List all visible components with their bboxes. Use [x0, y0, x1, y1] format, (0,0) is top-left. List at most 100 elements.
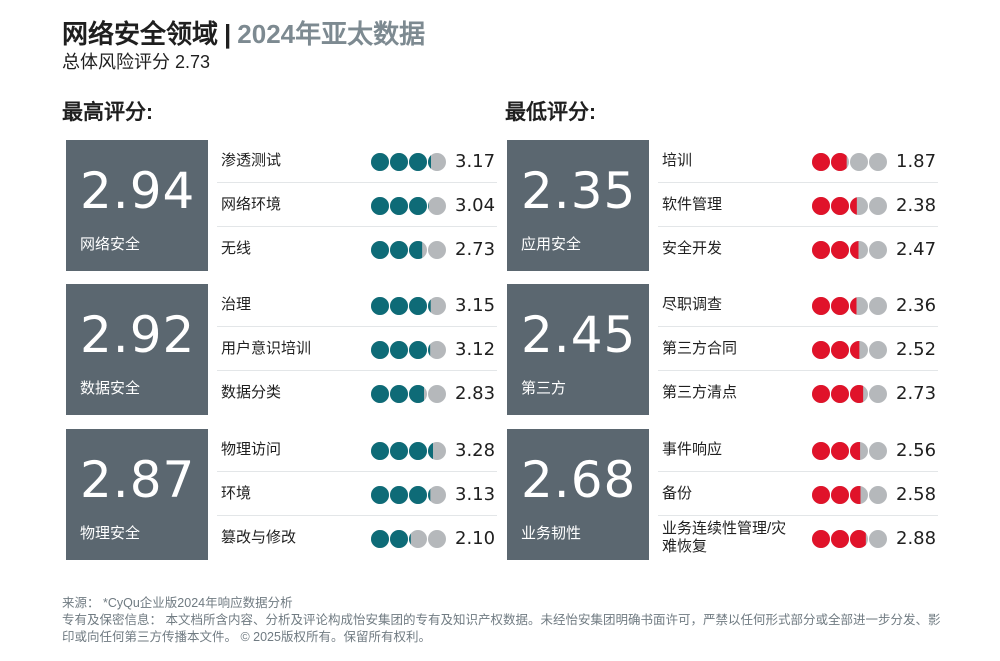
rating-dot-empty	[428, 297, 446, 315]
rating-dot-filled	[850, 241, 859, 259]
rating-dot-empty	[869, 241, 887, 259]
rating-dots	[812, 385, 887, 403]
category-score-box: 2.68 业务韧性	[507, 429, 649, 560]
rating-dot-filled	[428, 202, 429, 210]
metric-value: 3.12	[455, 339, 496, 360]
rating-dot-filled	[850, 297, 857, 315]
rating-dots	[371, 385, 446, 403]
rating-dots	[812, 530, 887, 548]
rating-dot-empty	[428, 486, 446, 504]
footer-source: 来源： *CyQu企业版2024年响应数据分析	[62, 596, 293, 610]
category-score-box: 2.87 物理安全	[66, 429, 208, 560]
metric-rating	[811, 196, 891, 216]
metric-label: 培训	[662, 152, 693, 169]
metric-label: 备份	[662, 485, 693, 502]
metric-label: 篡改与修改	[221, 529, 297, 546]
overall-score-subtitle: 总体风险评分 2.73	[62, 52, 211, 72]
metric-rating	[811, 340, 891, 360]
metric-label: 治理	[221, 296, 252, 313]
rating-dot-filled	[428, 299, 431, 313]
metric-row: 培训 1.87	[658, 140, 938, 183]
rating-dot-filled	[409, 241, 423, 259]
metric-row: 无线 2.73	[217, 228, 497, 271]
rating-dots	[812, 341, 887, 359]
metric-rating	[370, 340, 450, 360]
metric-rating	[370, 384, 450, 404]
rating-dot-filled	[409, 297, 427, 315]
rating-dot-filled	[371, 530, 389, 548]
metric-row: 用户意识培训 3.12	[217, 328, 497, 371]
rating-dot-filled	[812, 297, 830, 315]
metric-value: 2.36	[896, 295, 937, 316]
rating-dot-filled	[831, 153, 847, 171]
metric-label: 网络环境	[221, 196, 282, 213]
page-title: 网络安全领域 | 2024年亚太数据	[62, 14, 425, 51]
metric-row: 篡改与修改 2.10	[217, 517, 497, 560]
metric-row: 软件管理 2.38	[658, 184, 938, 227]
rating-dot-filled	[428, 344, 431, 356]
rating-dot-filled	[390, 442, 408, 460]
metric-label: 第三方合同	[662, 340, 738, 357]
rating-dots	[371, 486, 446, 504]
metric-value: 2.38	[896, 195, 937, 216]
rating-dot-filled	[812, 153, 830, 171]
rating-dot-empty	[428, 197, 446, 215]
rating-dot-filled	[390, 197, 408, 215]
category-label: 物理安全	[80, 525, 141, 542]
rating-dot-filled	[390, 341, 408, 359]
category-score-box: 2.45 第三方	[507, 284, 649, 415]
rating-dot-empty	[850, 153, 868, 171]
rating-dots	[371, 241, 446, 259]
metric-value: 2.88	[896, 528, 937, 549]
rating-dot-filled	[831, 297, 849, 315]
rating-dot-filled	[831, 197, 849, 215]
metric-rating	[370, 152, 450, 172]
metric-value: 1.87	[896, 151, 937, 172]
rating-dots	[371, 153, 446, 171]
rating-dots	[812, 442, 887, 460]
score-group: 2.92 数据安全 治理 3.15 用户意识培训 3.12 数据分类 2.83	[66, 284, 497, 415]
rating-dot-filled	[812, 385, 830, 403]
category-label: 业务韧性	[521, 525, 582, 542]
footer: 来源： *CyQu企业版2024年响应数据分析 专有及保密信息： 本文档所含内容…	[62, 595, 947, 646]
metric-value: 2.52	[896, 339, 937, 360]
rating-dot-filled	[390, 241, 408, 259]
metric-value: 3.17	[455, 151, 496, 172]
rating-dot-empty	[428, 530, 446, 548]
metric-rating	[370, 441, 450, 461]
metric-row: 尽职调查 2.36	[658, 284, 938, 327]
rating-dots	[812, 486, 887, 504]
metric-row: 业务连续性管理/灾难恢复 2.88	[658, 517, 938, 560]
rating-dot-filled	[390, 385, 408, 403]
rating-dot-filled	[409, 197, 427, 215]
rating-dot-filled	[850, 197, 857, 215]
metric-row: 事件响应 2.56	[658, 429, 938, 472]
metric-rating	[811, 384, 891, 404]
rating-dot-filled	[831, 486, 849, 504]
metric-label: 数据分类	[221, 384, 282, 401]
category-label: 应用安全	[521, 236, 582, 253]
metric-label: 用户意识培训	[221, 340, 312, 357]
rating-dot-filled	[850, 486, 861, 504]
metric-rating	[811, 152, 891, 172]
rating-dots	[371, 197, 446, 215]
rating-dot-filled	[812, 341, 830, 359]
metric-label: 业务连续性管理/灾难恢复	[662, 520, 787, 555]
metric-label: 事件响应	[662, 441, 723, 458]
metric-value: 2.73	[896, 383, 937, 404]
score-group: 2.87 物理安全 物理访问 3.28 环境 3.13 篡改与修改 2.10	[66, 429, 497, 560]
rating-dot-filled	[812, 442, 830, 460]
rating-dots	[371, 341, 446, 359]
metric-value: 2.73	[455, 239, 496, 260]
rating-dot-filled	[409, 385, 424, 403]
metric-rating	[811, 441, 891, 461]
rating-dot-filled	[409, 341, 427, 359]
title-main: 网络安全领域	[62, 19, 219, 49]
score-group: 2.68 业务韧性 事件响应 2.56 备份 2.58 业务连续性管理/灾难恢复 2.88	[507, 429, 938, 560]
rating-dot-filled	[850, 530, 866, 548]
metric-rating	[370, 296, 450, 316]
score-group: 2.94 网络安全 渗透测试 3.17 网络环境 3.04 无线 2.73	[66, 140, 497, 271]
metric-row: 治理 3.15	[217, 284, 497, 327]
rating-dot-empty	[428, 341, 446, 359]
metric-rating	[811, 240, 891, 260]
